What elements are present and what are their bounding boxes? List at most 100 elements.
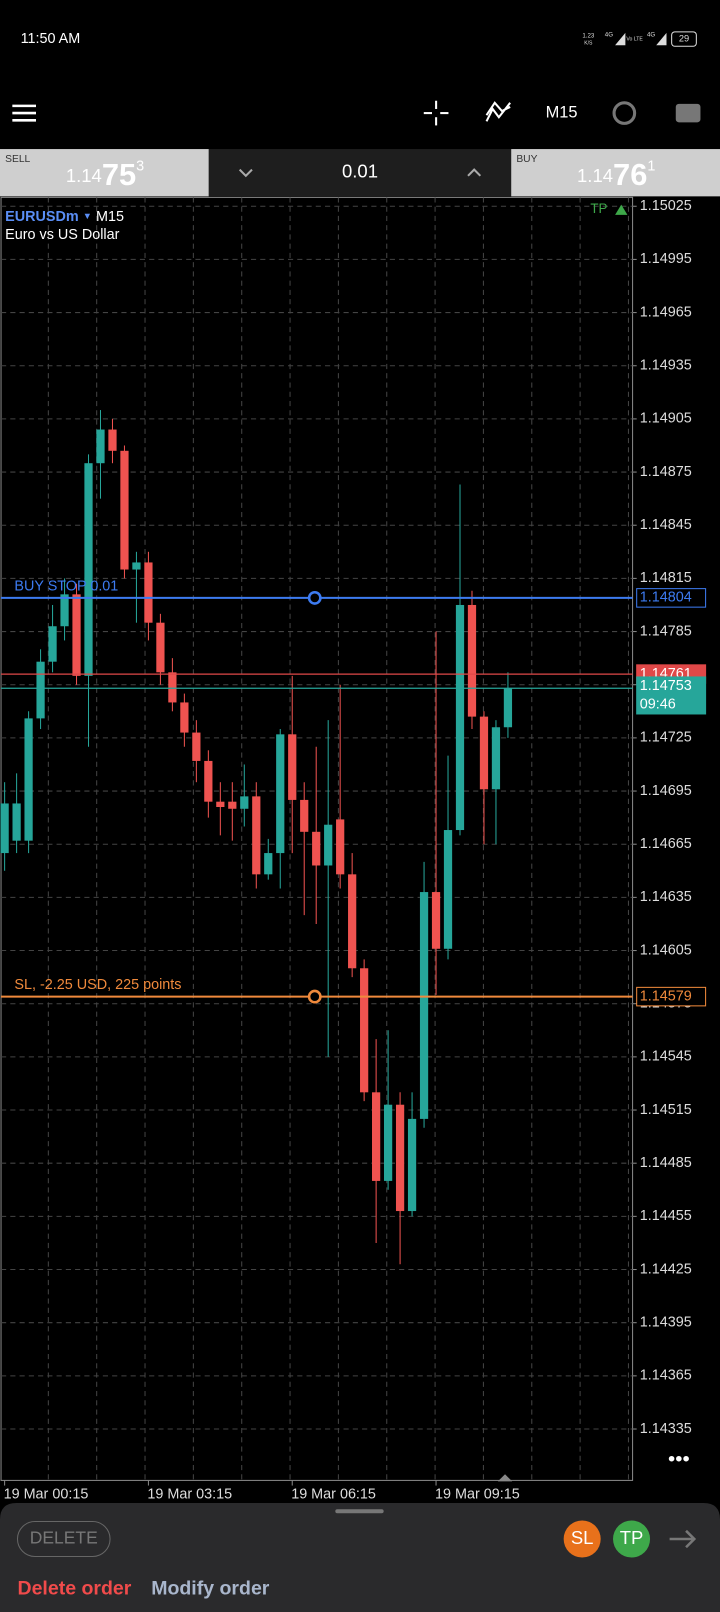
bottom-panel (0, 1503, 720, 1612)
sell-price-sup: 3 (136, 158, 144, 174)
delete-button-label: DELETE (30, 1528, 98, 1548)
symbol-description: Euro vs US Dollar (5, 227, 119, 243)
level-tag-label: 1.14753 (640, 678, 692, 694)
status-net: 4G (647, 32, 655, 39)
sl-button[interactable] (563, 1520, 601, 1558)
candle-body (455, 604, 465, 831)
status-speed: 1.23 (582, 33, 595, 40)
delete-button[interactable] (16, 1521, 111, 1557)
symbol-label: EURUSDm ▼ M15 (5, 209, 124, 225)
x-tick-label: 19 Mar 09:15 (435, 1487, 520, 1503)
menu-button[interactable] (12, 104, 36, 122)
y-tick-label: 1.14695 (640, 783, 692, 799)
drag-handle[interactable] (335, 1509, 384, 1514)
candle-body (36, 661, 45, 719)
crosshair-button[interactable] (423, 100, 449, 126)
candle-body (360, 968, 369, 1093)
tp-marker: TP (590, 201, 607, 216)
y-tick-label: 1.14635 (640, 889, 692, 905)
indicators-button[interactable] (485, 101, 511, 122)
candle-body (240, 796, 249, 809)
candle-body (407, 1118, 417, 1212)
modify-order[interactable]: Modify order (151, 1578, 270, 1600)
tp-button[interactable] (613, 1520, 651, 1558)
y-tick-label: 1.14365 (640, 1368, 692, 1384)
candle-body (348, 874, 357, 969)
next-button[interactable] (669, 1529, 697, 1549)
candle-body (276, 734, 285, 854)
delete-order[interactable]: Delete order (17, 1578, 131, 1600)
buy-price: 1.14761 (577, 157, 655, 192)
level-handle[interactable] (307, 590, 322, 605)
more-button[interactable]: ••• (668, 1447, 690, 1470)
candle-body (443, 830, 453, 949)
x-tick-label: 19 Mar 06:15 (291, 1487, 376, 1503)
sell-box[interactable] (0, 149, 209, 197)
candle-body (132, 562, 141, 570)
timeframe: M15 (96, 209, 124, 225)
buy-box[interactable] (511, 149, 720, 197)
candle-body (72, 594, 81, 676)
candle-body (60, 594, 69, 627)
plot: 1.15025 1.14995 1.14965 1.14935 1.14905 1.148… (0, 198, 707, 1503)
y-tick-label: 1.14425 (640, 1261, 692, 1277)
candle-body (120, 450, 129, 570)
vertical-grid (47, 197, 629, 1481)
y-tick-label: 1.14905 (640, 411, 692, 427)
candle-body (431, 892, 441, 949)
y-tick-label: 1.14785 (640, 623, 692, 639)
candle-body (180, 702, 189, 733)
candle-body (503, 688, 513, 728)
sl-button-label: SL (571, 1527, 594, 1548)
buy-price-head: 1.14 (577, 165, 613, 186)
candle-body (0, 803, 9, 854)
level-tag (636, 676, 707, 715)
status-time: 11:50 AM (21, 31, 81, 47)
buy-price-main: 76 (613, 157, 647, 192)
level-label: BUY STOP 0.01 (14, 578, 118, 594)
tp-button-label: TP (620, 1527, 644, 1548)
sell-price-head: 1.14 (66, 165, 102, 186)
history-button[interactable] (612, 101, 637, 125)
level-handle[interactable] (307, 989, 322, 1004)
y-tick-label: 1.14395 (640, 1314, 692, 1330)
y-tick-label: 1.15025 (640, 198, 692, 214)
candle-body (168, 672, 177, 703)
candle-body (264, 853, 273, 875)
x-tick-label: 19 Mar 00:15 (4, 1487, 89, 1503)
candle-body (324, 824, 333, 866)
candle-body (144, 562, 153, 623)
candle-body (156, 622, 165, 673)
y-tick-label: 1.14515 (640, 1102, 692, 1118)
battery-level: 29 (679, 34, 689, 44)
y-tick-label: 1.14815 (640, 570, 692, 586)
candle-body (383, 1104, 393, 1181)
timeframe-button[interactable]: M15 (546, 103, 578, 121)
volume-up[interactable] (467, 168, 482, 177)
volume-box (208, 149, 512, 197)
candle-body (491, 727, 501, 790)
buy-price-sup: 1 (647, 158, 655, 174)
y-tick-label: 1.14875 (640, 464, 692, 480)
candle-body (204, 760, 213, 802)
volume-down[interactable] (238, 168, 253, 178)
objects-button[interactable] (675, 103, 701, 123)
signal-icon (656, 32, 667, 46)
candle-body (216, 801, 225, 807)
y-tick-label: 1.14965 (640, 304, 692, 320)
volume-value[interactable]: 0.01 (342, 161, 378, 182)
candle-body (288, 734, 297, 800)
level-label: SL, -2.25 USD, 225 points (14, 977, 181, 993)
level-tag-time: 09:46 (640, 697, 676, 713)
candle-body (372, 1092, 381, 1181)
y-tick-label: 1.14845 (640, 517, 692, 533)
level-tag (636, 588, 707, 608)
candle-body (192, 732, 201, 761)
candle-body (395, 1104, 405, 1212)
y-tick-label: 1.14665 (640, 836, 692, 852)
sell-label: SELL (5, 154, 30, 165)
candle-body (336, 819, 345, 875)
sell-price: 1.14753 (66, 157, 144, 192)
